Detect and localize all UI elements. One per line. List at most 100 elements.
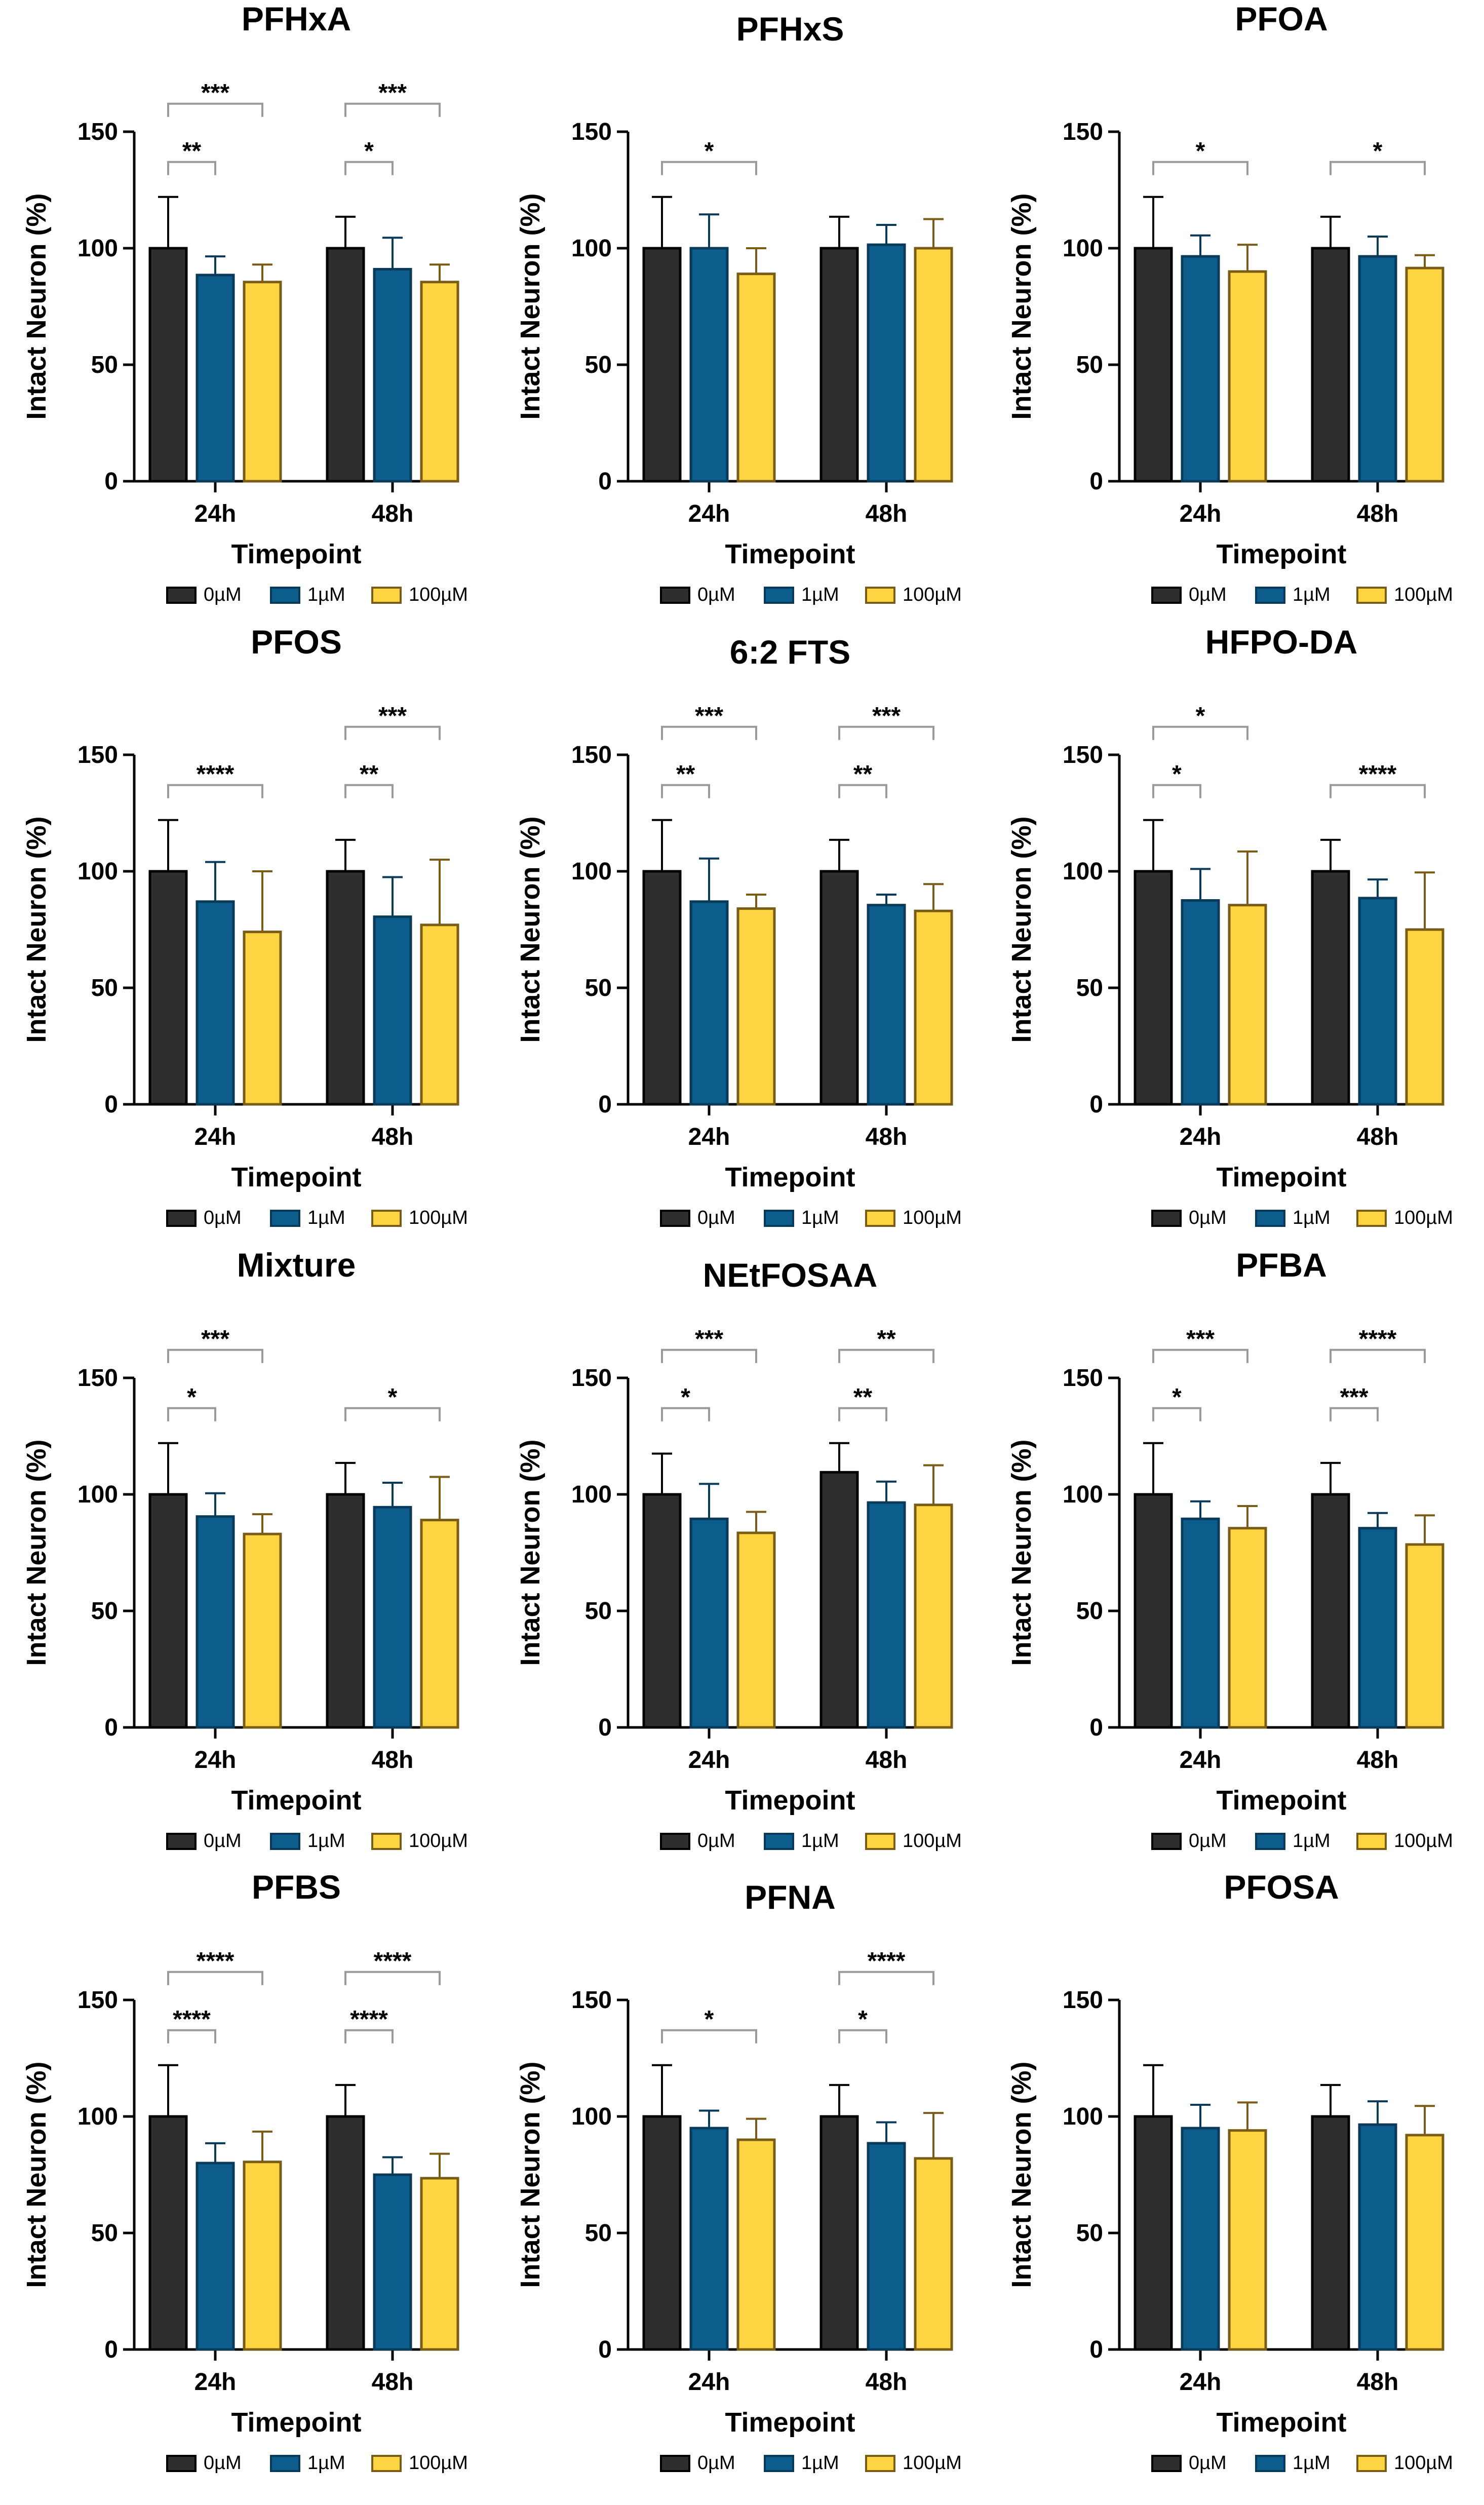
legend-swatch-0uM (1151, 1833, 1182, 1850)
y-axis-label: Intact Neuron (%) (1006, 193, 1037, 419)
significance-bracket (167, 1348, 263, 1363)
legend-label: 1µM (307, 1830, 345, 1852)
bar-100uM-48h (420, 281, 459, 483)
bar-1uM-24h (1181, 1517, 1220, 1729)
significance-label: *** (378, 703, 407, 729)
bar-1uM-24h (689, 2127, 729, 2351)
x-tick-label: 48h (866, 1747, 908, 1774)
y-tick-label: 50 (1076, 1598, 1103, 1625)
legend-swatch-1uM (270, 587, 300, 604)
bar-100uM-48h (420, 923, 459, 1106)
bar-0uM-24h (148, 2115, 188, 2351)
legend-swatch-100uM (1356, 1210, 1387, 1227)
bar-0uM-48h (1311, 870, 1350, 1106)
chart-panel-11: PFNA 0 50 100 150 Intact Neuron (%) 24h 48h Time… (515, 1878, 962, 2474)
significance-label: **** (173, 2006, 211, 2033)
x-tick-label: 48h (372, 2369, 414, 2396)
legend-label: 100µM (903, 2452, 962, 2474)
legend-label: 0µM (204, 2452, 242, 2474)
significance-bracket (167, 1971, 263, 1985)
legend-swatch-100uM (865, 2455, 895, 2472)
panel-title: PFOS (251, 623, 342, 661)
panel-title: PFNA (745, 1878, 836, 1916)
significance-bracket (1152, 784, 1201, 798)
y-tick-label: 50 (1076, 2220, 1103, 2247)
legend-label: 100µM (1394, 1207, 1453, 1228)
bar-1uM-48h (1358, 897, 1397, 1106)
y-tick-label: 50 (1076, 975, 1103, 1001)
y-tick-label: 0 (104, 1714, 118, 1741)
legend-label: 1µM (307, 2452, 345, 2474)
significance-bracket (1330, 784, 1426, 798)
significance-bracket (661, 784, 710, 798)
significance-label: *** (201, 80, 229, 106)
significance-bracket (1330, 1407, 1379, 1421)
x-tick-label: 48h (1357, 1124, 1399, 1150)
y-tick-label: 50 (585, 2220, 612, 2247)
bar-1uM-24h (1181, 2127, 1220, 2351)
y-tick-label: 150 (571, 742, 612, 768)
bar-0uM-24h (148, 1493, 188, 1729)
x-axis-label: Timepoint (231, 1162, 361, 1192)
legend-swatch-1uM (1255, 1210, 1285, 1227)
bar-1uM-48h (1358, 255, 1397, 483)
significance-label: * (364, 138, 374, 165)
x-axis-label: Timepoint (725, 1162, 855, 1192)
significance-bracket (344, 102, 441, 117)
significance-label: ** (853, 761, 873, 788)
chart-panel-1: PFHxA 0 50 100 150 Intact Neuron (%) 24h 48h Tim… (21, 0, 468, 605)
x-tick-label: 24h (1180, 500, 1222, 527)
bar-100uM-48h (420, 2177, 459, 2351)
legend-label: 0µM (204, 584, 242, 605)
significance-bracket (838, 1971, 934, 1985)
significance-bracket (1152, 1348, 1248, 1363)
significance-bracket (167, 1407, 216, 1421)
legend-swatch-100uM (1356, 1833, 1387, 1850)
legend-label: 100µM (409, 584, 468, 605)
chart-panel-5: 6:2 FTS 0 50 100 150 Intact Neuron (%) 24h 48h T… (515, 633, 962, 1228)
legend-swatch-100uM (371, 1210, 402, 1227)
chart-panel-10: PFBS 0 50 100 150 Intact Neuron (%) 24h 48h Time… (21, 1868, 468, 2474)
significance-bracket (1152, 1407, 1201, 1421)
bar-1uM-24h (689, 900, 729, 1106)
x-tick-label: 48h (1357, 2369, 1399, 2396)
legend-swatch-1uM (764, 2455, 794, 2472)
y-tick-label: 0 (598, 2336, 612, 2363)
legend-swatch-0uM (660, 1210, 690, 1227)
y-tick-label: 50 (1076, 352, 1103, 378)
significance-bracket (661, 1348, 757, 1363)
significance-label: ** (360, 761, 379, 788)
y-tick-label: 0 (1089, 2336, 1103, 2363)
panel-title: PFHxA (242, 0, 351, 37)
y-tick-label: 0 (598, 468, 612, 495)
legend-swatch-0uM (660, 1833, 690, 1850)
y-tick-label: 100 (77, 235, 118, 262)
bar-100uM-24h (243, 931, 282, 1106)
bar-0uM-48h (819, 2115, 859, 2351)
x-tick-label: 24h (194, 1124, 237, 1150)
significance-label: * (388, 1384, 398, 1411)
x-axis-label: Timepoint (1216, 1785, 1346, 1816)
bar-100uM-24h (736, 907, 776, 1106)
legend-label: 1µM (307, 584, 345, 605)
bar-0uM-48h (819, 870, 859, 1106)
bar-0uM-48h (1311, 2115, 1350, 2351)
significance-label: *** (695, 1326, 723, 1353)
bar-0uM-24h (1134, 1493, 1173, 1729)
bar-1uM-48h (373, 2173, 412, 2351)
x-tick-label: 24h (688, 500, 730, 527)
significance-label: * (705, 138, 714, 165)
legend-label: 1µM (801, 584, 839, 605)
significance-bracket (661, 161, 757, 175)
x-axis-label: Timepoint (1216, 2407, 1346, 2438)
y-tick-label: 100 (77, 2103, 118, 2130)
x-tick-label: 24h (1180, 1747, 1222, 1774)
legend-label: 100µM (903, 1207, 962, 1228)
x-tick-label: 48h (1357, 1747, 1399, 1774)
significance-label: **** (1359, 761, 1397, 788)
significance-label: * (187, 1384, 197, 1411)
y-tick-label: 50 (585, 352, 612, 378)
significance-bracket (1152, 725, 1248, 740)
legend-swatch-1uM (270, 2455, 300, 2472)
x-tick-label: 24h (194, 2369, 237, 2396)
